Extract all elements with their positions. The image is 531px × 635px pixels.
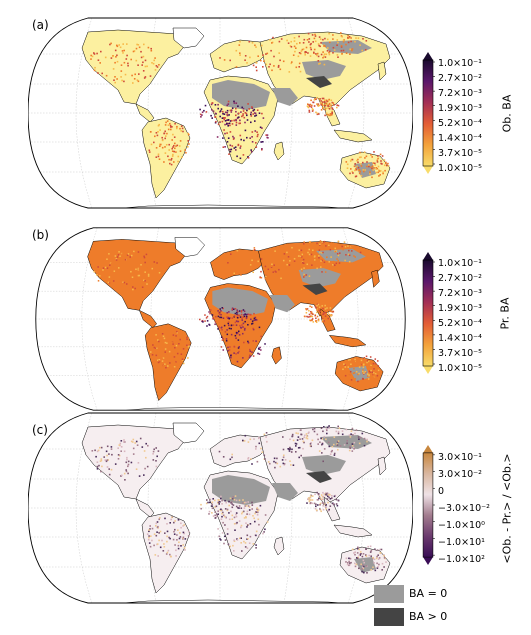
- colorbar-tick-label: 1.0×10⁻⁵: [438, 163, 482, 174]
- panel-label: (b): [32, 228, 49, 242]
- colorbar-tick-label: 0: [438, 486, 445, 497]
- colorbar-tick-label: 3.7×10⁻⁵: [438, 148, 482, 159]
- panel-observed-ba: (a) Ob. BA 1.0×10⁻¹ 2.7×10⁻² 7.2×10⁻³ 1.9×1…: [0, 0, 531, 209]
- colorbar-title: <Ob. - Pr.> / <Ob.>: [500, 453, 514, 564]
- colorbar-tick-label: −1.0×10¹: [438, 537, 485, 548]
- panel-predicted-ba: (b) Pr. BA 1.0×10⁻¹ 2.7×10⁻² 7.2×10⁻³ 1.9×1…: [0, 210, 531, 415]
- legend-label-positive: BA > 0: [409, 610, 448, 623]
- colorbar-tick-label: −3.0×10⁻²: [438, 503, 490, 514]
- colorbar-tick-label: 2.7×10⁻²: [438, 273, 482, 284]
- world-map: [35, 227, 406, 411]
- panel-label: (a): [32, 18, 49, 32]
- world-map: [28, 412, 413, 604]
- legend-label-zero: BA = 0: [409, 587, 448, 600]
- colorbar-tick-label: 3.0×10⁻¹: [438, 452, 482, 463]
- colorbar-tick-label: 7.2×10⁻³: [438, 288, 482, 299]
- colorbar: [422, 445, 435, 565]
- colorbar-tick-label: 1.4×10⁻⁴: [438, 133, 482, 144]
- colorbar-tick-label: 3.0×10⁻²: [438, 469, 482, 480]
- colorbar-tick-label: −1.0×10²: [438, 554, 485, 565]
- legend-swatch-zero: [374, 585, 404, 603]
- colorbar-tick-label: 5.2×10⁻⁴: [438, 118, 482, 129]
- colorbar: [422, 52, 435, 174]
- colorbar-tick-label: 1.0×10⁻⁵: [438, 363, 482, 374]
- colorbar-tick-label: −1.0×10⁰: [438, 520, 485, 531]
- colorbar-tick-label: 2.7×10⁻²: [438, 73, 482, 84]
- legend-swatch-positive: [374, 608, 404, 626]
- colorbar-tick-label: 3.7×10⁻⁵: [438, 348, 482, 359]
- colorbar-tick-label: 1.9×10⁻³: [438, 103, 482, 114]
- colorbar-tick-label: 5.2×10⁻⁴: [438, 318, 482, 329]
- panel-relative-difference: (c) <Ob. - Pr.> / <Ob.> 3.0×10⁻¹ 3.0×10⁻²…: [0, 405, 531, 610]
- colorbar-tick-label: 1.4×10⁻⁴: [438, 333, 482, 344]
- panel-label: (c): [32, 423, 48, 437]
- colorbar-title: Pr. BA: [498, 297, 512, 330]
- colorbar: [422, 252, 435, 374]
- colorbar-tick-label: 7.2×10⁻³: [438, 88, 482, 99]
- colorbar-title: Ob. BA: [500, 94, 514, 133]
- colorbar-tick-label: 1.0×10⁻¹: [438, 58, 482, 69]
- world-map: [28, 17, 413, 209]
- colorbar-tick-label: 1.0×10⁻¹: [438, 258, 482, 269]
- colorbar-tick-label: 1.9×10⁻³: [438, 303, 482, 314]
